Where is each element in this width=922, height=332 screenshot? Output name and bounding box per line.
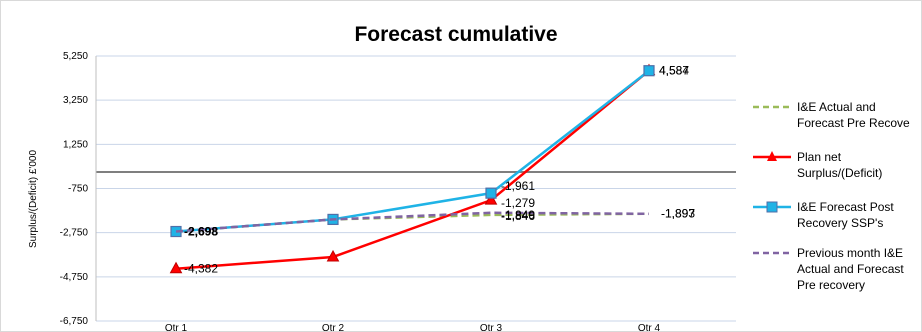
data-label: -1,846: [501, 209, 535, 223]
data-label: -2,698: [184, 225, 218, 239]
legend-label: Plan net: [797, 150, 842, 164]
legend-label: Pre recovery: [797, 278, 865, 292]
data-point: [485, 187, 497, 199]
data-label: 4,587: [659, 64, 689, 78]
legend-marker: [767, 151, 777, 161]
y-tick-labels: 5,250 3,250 1,250 -750 -2,750 -4,750 -6,750: [60, 51, 89, 327]
chart-title: Forecast cumulative: [354, 23, 557, 46]
y-tick-label: 3,250: [63, 95, 88, 106]
legend-label: I&E Forecast Post: [797, 200, 894, 214]
legend: I&E Actual and Forecast Pre Recove Plan ne…: [753, 100, 910, 292]
y-tick-label: -4,750: [60, 272, 89, 283]
data-label: -2,698: [184, 225, 218, 239]
data-label: -1,897: [661, 207, 695, 221]
series-line-3: [175, 211, 650, 233]
data-label: 4,584: [659, 64, 689, 78]
series-line-1: [175, 69, 650, 270]
legend-label: Previous month I&E: [797, 246, 903, 260]
data-point: [484, 193, 498, 205]
x-tick-label: Qtr 4: [638, 323, 661, 331]
x-tick-label: Qtr 3: [480, 323, 503, 331]
gridlines: [95, 55, 736, 322]
data-point: [643, 65, 655, 77]
data-label: -1,849: [501, 208, 535, 222]
y-axis-label: Surplus/(Deficit) £'000: [28, 150, 39, 249]
data-label: -4,382: [184, 262, 218, 276]
series-line-2: [175, 69, 650, 233]
y-tick-label: -750: [68, 184, 88, 195]
y-tick-label: 1,250: [63, 139, 88, 150]
legend-label: Actual and Forecast: [797, 262, 904, 276]
y-tick-label: 5,250: [63, 51, 88, 62]
x-tick-label: Qtr 2: [322, 323, 345, 331]
data-label: -1,961: [501, 179, 535, 193]
legend-marker: [766, 201, 778, 213]
y-tick-label: -6,750: [60, 316, 89, 327]
legend-label: Forecast Pre Recove: [797, 116, 910, 130]
legend-label: Recovery SSP's: [797, 216, 883, 230]
data-point: [326, 249, 340, 262]
x-tick-label: Qtr 1: [165, 323, 188, 331]
y-tick-label: -2,750: [60, 228, 89, 239]
x-tick-labels: Qtr 1 Qtr 2 Qtr 3 Qtr 4: [165, 323, 661, 331]
legend-label: Surplus/(Deficit): [797, 166, 882, 180]
series-lines: [169, 63, 656, 274]
data-label: -1,893: [661, 207, 695, 221]
data-point: [169, 261, 183, 274]
data-labels: -2,698-2,698-4,382-1,961-1,279-1,846-1,8…: [184, 64, 695, 276]
data-label: -1,279: [501, 196, 535, 210]
legend-label: I&E Actual and: [797, 100, 876, 114]
